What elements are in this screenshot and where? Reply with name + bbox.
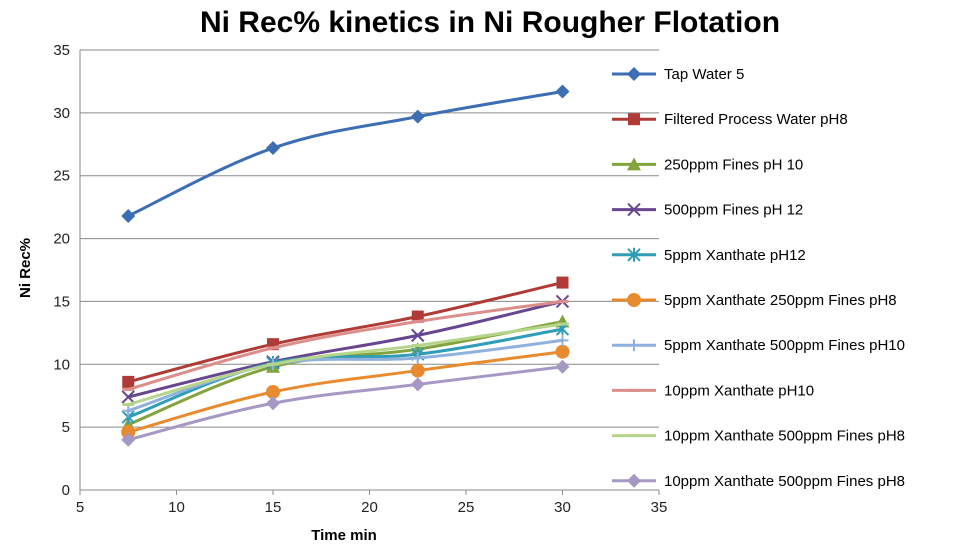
data-point (121, 208, 136, 223)
legend-label: 500ppm Fines pH 12 (664, 202, 803, 219)
x-tick-label: 25 (458, 499, 475, 516)
legend-item: 500ppm Fines pH 12 (612, 202, 803, 219)
legend-item: Tap Water 5 (612, 66, 744, 83)
series-line (126, 365, 564, 442)
series-1 (121, 84, 570, 223)
legend-label: Filtered Process Water pH8 (664, 111, 848, 128)
legend-label: 5ppm Xanthate pH12 (664, 247, 806, 264)
legend: Tap Water 5 Filtered Process Water pH8 250… (612, 66, 905, 490)
series-line (126, 327, 564, 419)
series-line (126, 299, 564, 399)
legend-label: 250ppm Fines pH 10 (664, 156, 803, 173)
data-point (411, 352, 424, 364)
legend-label: 10ppm Xanthate 500ppm Fines pH8 (664, 473, 905, 490)
legend-label: 10ppm Xanthate 500ppm Fines pH8 (664, 428, 905, 445)
x-tick-label: 15 (265, 499, 282, 516)
y-tick-label: 10 (53, 356, 70, 373)
series-line (126, 281, 564, 384)
data-point (556, 276, 569, 289)
series-6 (121, 344, 570, 440)
legend-item: 5ppm Xanthate 250ppm Fines pH8 (612, 292, 897, 309)
legend-marker (628, 339, 640, 352)
series-8 (122, 299, 569, 391)
x-tick-label: 35 (651, 499, 668, 516)
data-point (266, 396, 280, 411)
legend-marker (627, 67, 641, 81)
data-point (122, 375, 135, 388)
x-tick-label: 30 (554, 499, 571, 516)
data-point (411, 310, 424, 323)
legend-item: Filtered Process Water pH8 (612, 111, 848, 128)
data-point (410, 363, 425, 378)
legend-marker (627, 202, 641, 217)
legend-item: 5ppm Xanthate 500ppm Fines pH10 (612, 337, 905, 354)
legend-label: 10ppm Xanthate pH10 (664, 382, 814, 399)
legend-item: 10ppm Xanthate 500ppm Fines pH8 (612, 473, 905, 490)
legend-marker (627, 473, 641, 488)
legend-item: 250ppm Fines pH 10 (612, 156, 803, 173)
data-point (266, 141, 280, 156)
chart-title: Ni Rec% kinetics in Ni Rougher Flotation (199, 6, 781, 39)
series-10 (121, 359, 570, 447)
series-line (126, 338, 564, 413)
legend-item: 5ppm Xanthate pH12 (612, 247, 806, 264)
series-2 (122, 276, 569, 388)
data-point (555, 84, 570, 99)
data-point (411, 328, 425, 343)
series-line (126, 320, 564, 427)
data-point (121, 432, 136, 447)
data-point (556, 334, 569, 347)
y-tick-label: 5 (62, 419, 70, 436)
x-tick-label: 20 (361, 499, 378, 516)
series-lines (121, 84, 570, 447)
legend-item: 10ppm Xanthate 500ppm Fines pH8 (612, 428, 905, 445)
data-point (121, 425, 136, 440)
x-axis-title: Time min (311, 527, 377, 544)
series-line (126, 89, 564, 218)
data-point (122, 404, 135, 417)
y-tick-label: 15 (53, 293, 70, 310)
y-tick-label: 20 (53, 231, 70, 248)
legend-marker (627, 247, 641, 262)
legend-label: 5ppm Xanthate 250ppm Fines pH8 (664, 292, 897, 309)
data-point (555, 344, 570, 359)
series-7 (122, 334, 569, 417)
data-point (121, 390, 135, 404)
legend-item: 10ppm Xanthate pH10 (612, 382, 814, 399)
legend-marker (628, 113, 640, 126)
y-tick-label: 30 (53, 105, 70, 122)
legend-marker (627, 157, 641, 171)
data-point (555, 359, 570, 374)
x-tick-label: 10 (168, 499, 185, 516)
y-tick-label: 0 (62, 482, 70, 499)
series-line (126, 350, 564, 434)
series-line (126, 299, 564, 391)
data-point (410, 377, 425, 392)
y-axis-title: Ni Rec% (17, 238, 34, 298)
legend-label: 5ppm Xanthate 500ppm Fines pH10 (664, 337, 905, 354)
series-line (126, 322, 564, 407)
x-tick-label: 5 (76, 499, 84, 516)
y-tick-label: 25 (53, 168, 70, 185)
data-point (266, 384, 280, 399)
legend-marker (627, 293, 641, 307)
series-9 (122, 322, 569, 407)
legend-label: Tap Water 5 (664, 66, 744, 83)
data-point (410, 109, 425, 124)
y-tick-label: 35 (53, 42, 70, 59)
